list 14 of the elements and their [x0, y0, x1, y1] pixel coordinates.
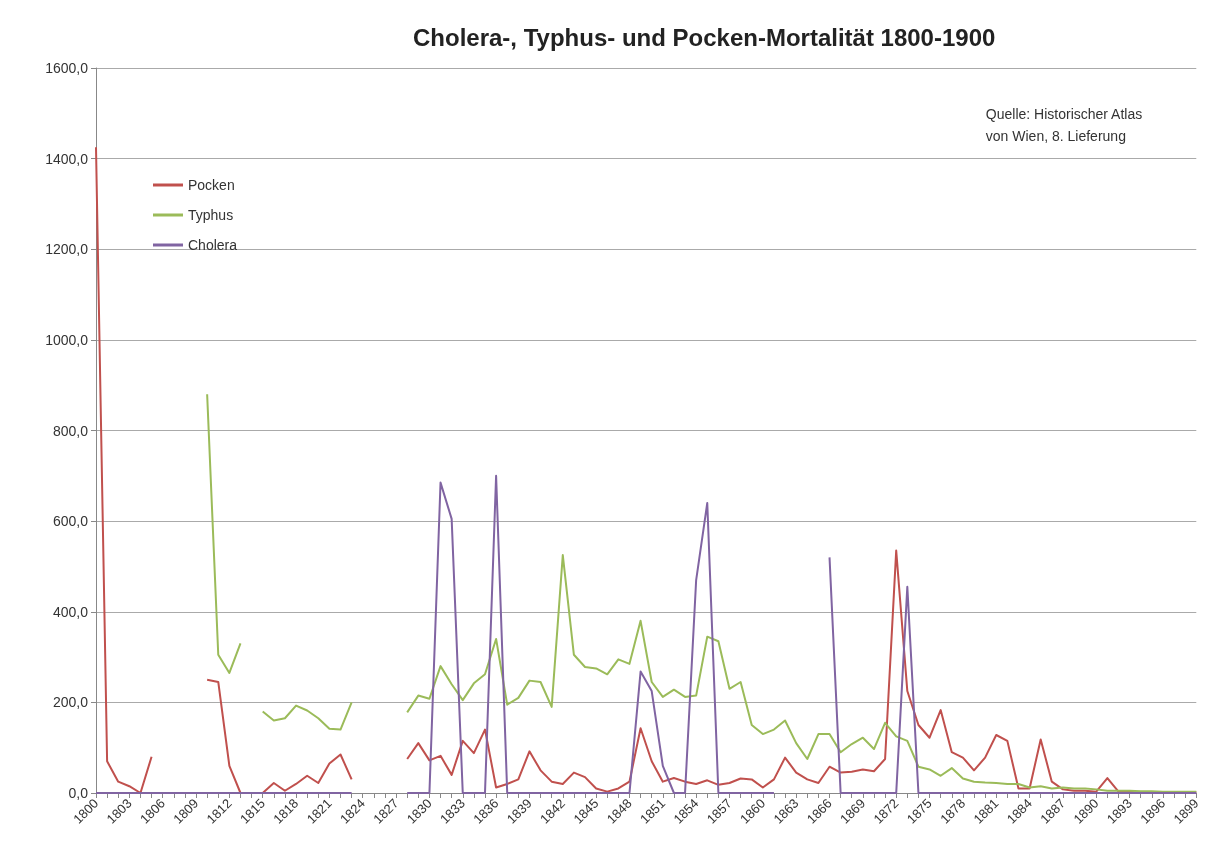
y-tick-label: 200,0 — [52, 694, 89, 711]
y-tick-label: 1400,0 — [45, 150, 89, 167]
y-tick-label: 600,0 — [52, 513, 89, 530]
y-tick-label: 0,0 — [68, 785, 89, 801]
y-tick-label: 1000,0 — [45, 331, 89, 348]
annotation: Quelle: Historischer Atlas von Wien, 8. Lieferung — [985, 106, 1143, 144]
y-tick-label: 1200,0 — [45, 241, 89, 258]
chart-title: Cholera-, Typhus- und Pocken-Mortalität 1800-1900 — [413, 23, 996, 51]
legend-label: Pocken — [188, 177, 235, 193]
y-tick-label: 800,0 — [52, 422, 89, 439]
y-tick-label: 1600,0 — [45, 60, 89, 76]
legend-label: Cholera — [188, 237, 238, 253]
legend-label: Typhus — [188, 207, 234, 223]
y-tick-label: 400,0 — [52, 603, 89, 620]
